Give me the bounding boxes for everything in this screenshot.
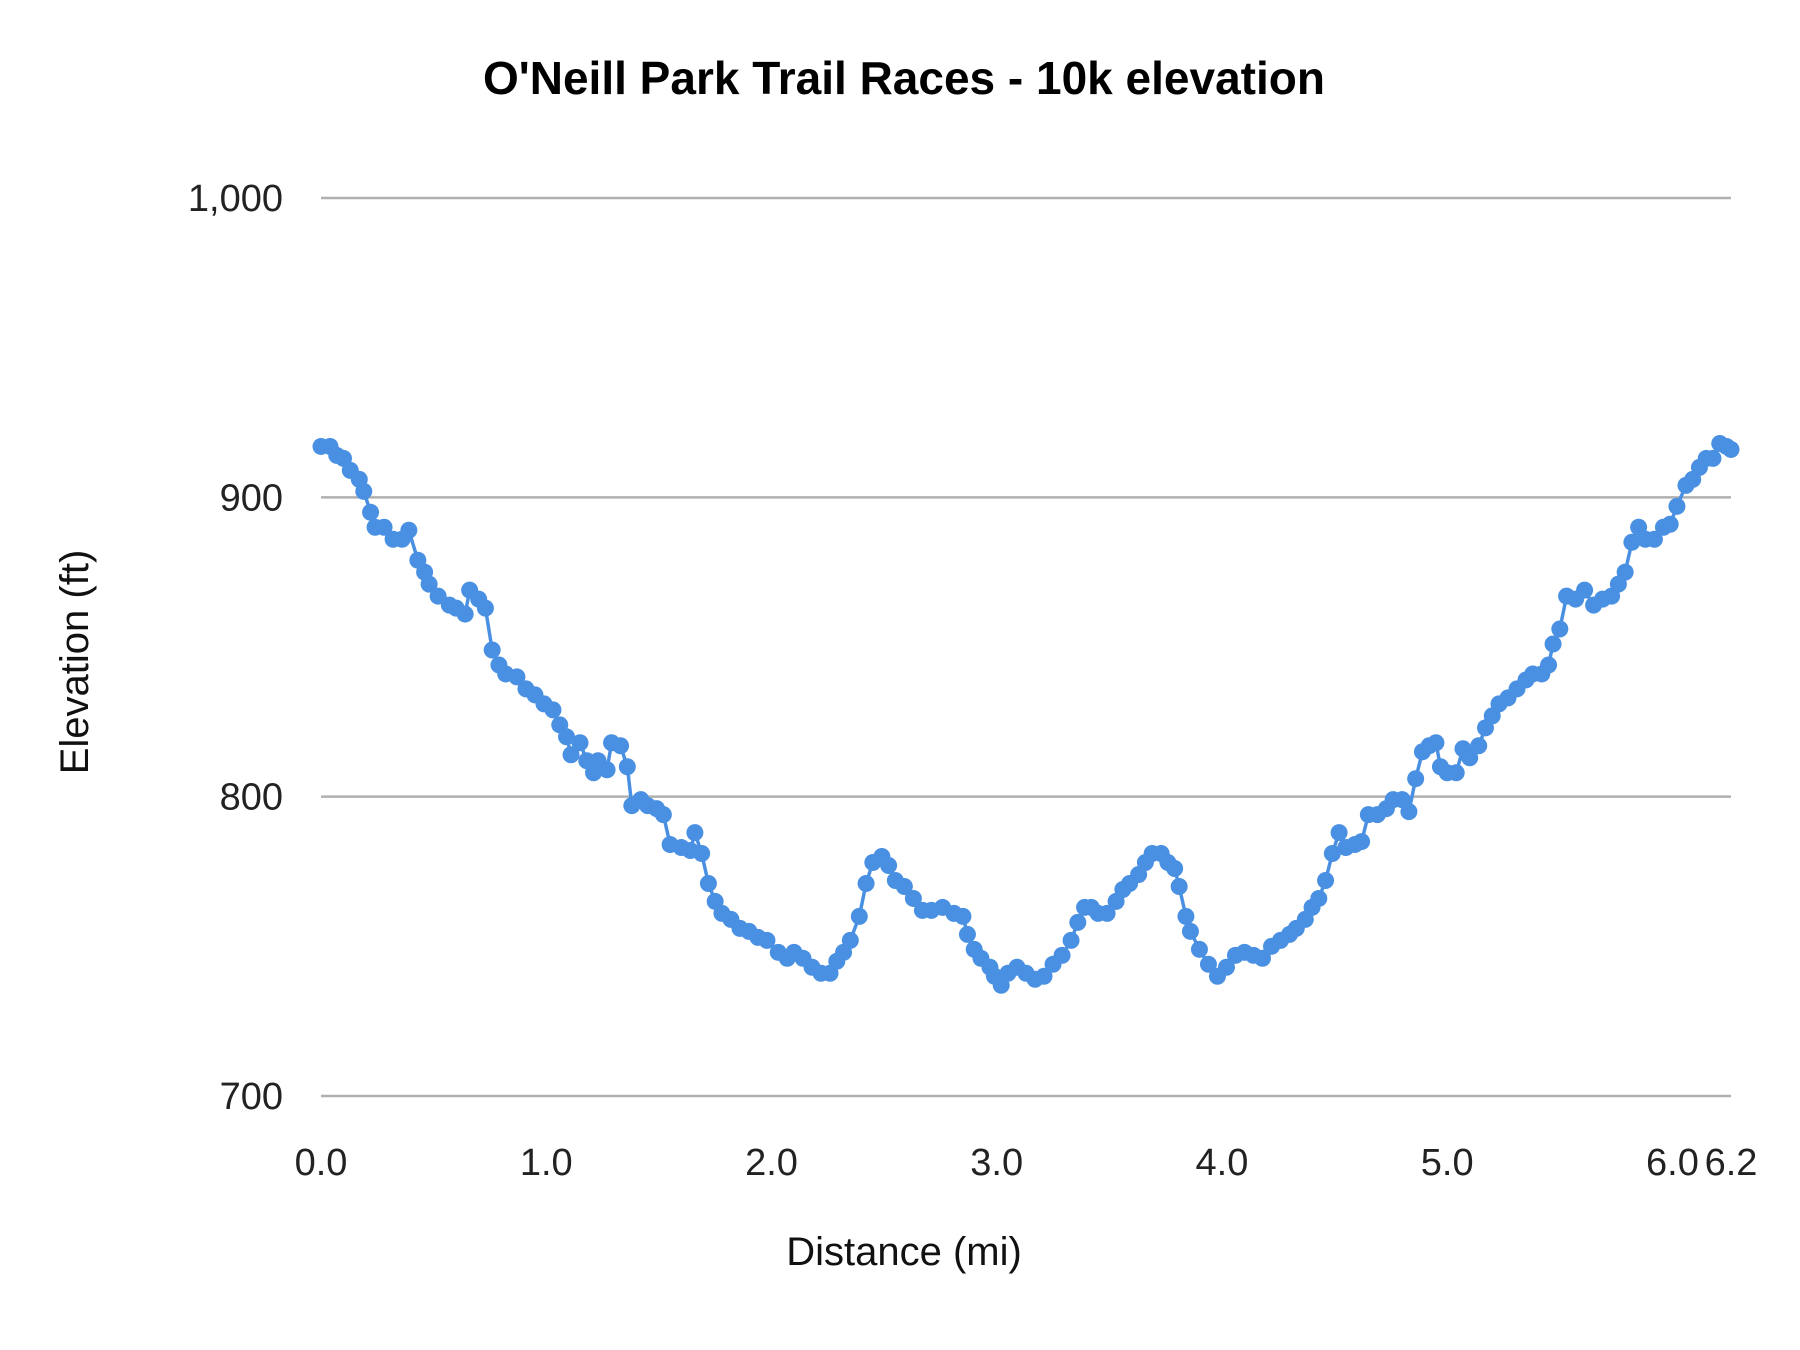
x-tick-label: 4.0 xyxy=(1196,1142,1249,1184)
x-tick-label: 5.0 xyxy=(1421,1142,1474,1184)
y-axis-ticks: 700 800 900 1,000 xyxy=(188,178,283,1118)
data-point xyxy=(1544,635,1562,653)
data-point xyxy=(1407,770,1425,788)
y-axis-title: Elevation (ft) xyxy=(53,550,97,775)
data-point xyxy=(618,758,636,776)
data-point xyxy=(654,806,672,824)
data-point xyxy=(857,874,875,892)
y-tick-label: 1,000 xyxy=(188,178,283,220)
data-point xyxy=(1190,940,1208,958)
data-point xyxy=(1447,764,1465,782)
data-point xyxy=(1576,581,1594,599)
data-point xyxy=(1323,845,1341,863)
gridlines xyxy=(321,196,1731,1098)
y-tick-label: 900 xyxy=(220,477,283,519)
data-point xyxy=(1668,497,1686,515)
data-point xyxy=(598,761,616,779)
data-point xyxy=(1217,958,1235,976)
data-point xyxy=(1035,967,1053,985)
y-tick-label: 700 xyxy=(220,1076,283,1118)
data-point xyxy=(1330,824,1348,842)
data-point xyxy=(1400,803,1418,821)
data-point xyxy=(1310,889,1328,907)
data-point xyxy=(758,931,776,949)
x-tick-label: 2.0 xyxy=(745,1142,798,1184)
data-point xyxy=(1470,737,1488,755)
data-point xyxy=(1540,656,1558,674)
x-tick-label: 6.2 xyxy=(1705,1142,1758,1184)
x-tick-label: 3.0 xyxy=(970,1142,1023,1184)
data-point xyxy=(375,518,393,536)
x-axis-title: Distance (mi) xyxy=(786,1230,1022,1274)
data-point xyxy=(1722,440,1740,458)
data-point xyxy=(1170,877,1188,895)
data-point xyxy=(699,874,717,892)
x-tick-label: 1.0 xyxy=(520,1142,573,1184)
series-elevation xyxy=(312,434,1740,994)
data-point xyxy=(1069,913,1087,931)
data-point xyxy=(558,728,576,746)
data-point xyxy=(880,857,898,875)
data-point xyxy=(476,599,494,617)
data-point xyxy=(693,845,711,863)
x-tick-label: 6.0 xyxy=(1646,1142,1699,1184)
data-point xyxy=(1623,533,1641,551)
data-point xyxy=(562,746,580,764)
data-point xyxy=(1661,515,1679,533)
data-point xyxy=(400,521,418,539)
chart-title: O'Neill Park Trail Races - 10k elevation xyxy=(483,52,1325,104)
data-point xyxy=(958,925,976,943)
data-point xyxy=(850,907,868,925)
data-point xyxy=(483,641,501,659)
data-point xyxy=(420,575,438,593)
data-point xyxy=(1062,931,1080,949)
data-point xyxy=(456,605,474,623)
data-point xyxy=(1427,734,1445,752)
data-point xyxy=(904,889,922,907)
x-tick-label: 0.0 xyxy=(295,1142,348,1184)
data-point xyxy=(686,824,704,842)
data-point xyxy=(1353,833,1371,851)
data-point xyxy=(1053,946,1071,964)
data-point xyxy=(1098,904,1116,922)
y-tick-label: 800 xyxy=(220,777,283,819)
data-point xyxy=(1317,871,1335,889)
data-point xyxy=(1704,449,1722,467)
series-line xyxy=(321,441,1732,987)
data-point xyxy=(1177,907,1195,925)
data-point xyxy=(1181,922,1199,940)
data-point xyxy=(1166,860,1184,878)
data-point xyxy=(355,482,373,500)
data-point xyxy=(571,734,589,752)
data-point xyxy=(1254,949,1272,967)
data-point xyxy=(362,503,380,521)
data-point xyxy=(612,737,630,755)
x-axis-ticks: 0.0 1.0 2.0 3.0 4.0 5.0 6.0 6.2 xyxy=(295,1142,1758,1184)
data-point xyxy=(508,668,526,686)
data-point xyxy=(1645,530,1663,548)
data-point xyxy=(1616,563,1634,581)
data-point xyxy=(1199,955,1217,973)
data-point xyxy=(895,877,913,895)
data-point xyxy=(841,931,859,949)
data-point xyxy=(954,907,972,925)
data-point xyxy=(544,701,562,719)
data-point xyxy=(1461,749,1479,767)
data-point xyxy=(1551,620,1569,638)
